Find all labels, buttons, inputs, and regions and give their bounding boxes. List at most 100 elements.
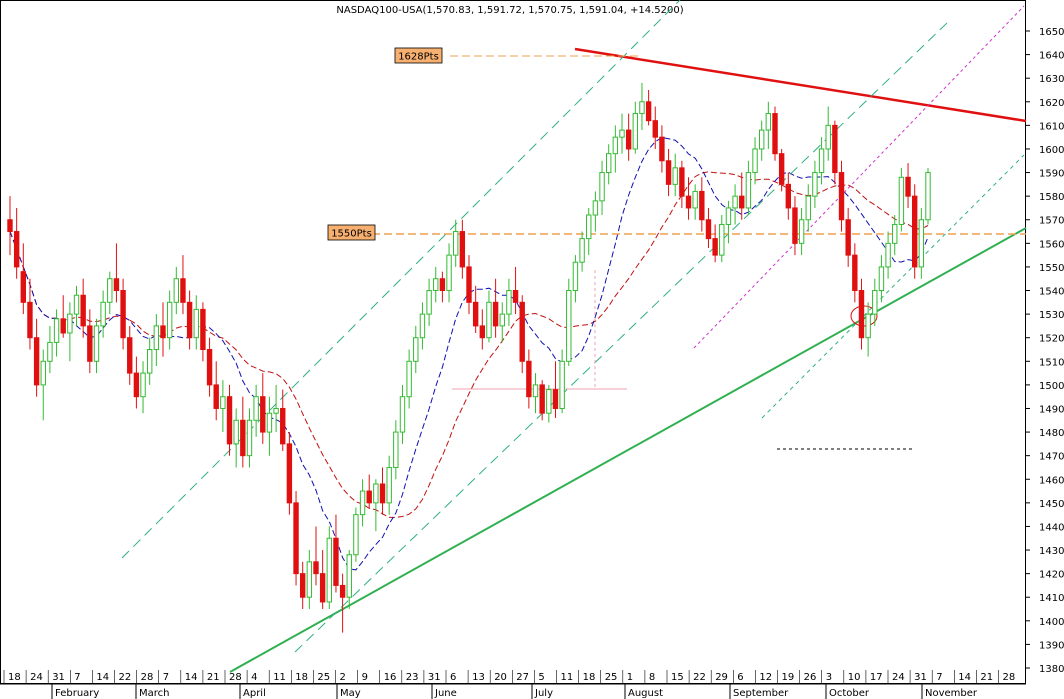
- candle-body: [685, 195, 692, 209]
- candle-body: [645, 101, 652, 122]
- x-day-label: 19: [782, 672, 795, 683]
- candle-body: [778, 153, 785, 185]
- candle-body: [665, 160, 672, 185]
- candle-body: [286, 443, 293, 504]
- candle-body: [80, 294, 86, 327]
- y-tick-label: 1520: [1039, 334, 1064, 345]
- price-label-box: [327, 224, 376, 241]
- x-day-label: 28: [1003, 672, 1016, 683]
- resistance-trendline: [574, 47, 1027, 123]
- candle-body: [459, 231, 466, 268]
- y-tick-label: 1540: [1039, 287, 1064, 298]
- x-day-label: 14: [96, 672, 109, 683]
- x-day-label: 14: [185, 672, 198, 683]
- magenta-channel-line: [693, 5, 1025, 349]
- x-day-label: 28: [141, 672, 154, 683]
- candle-body: [47, 341, 53, 362]
- x-day-label: 10: [848, 672, 861, 683]
- x-day-label: 16: [384, 672, 397, 683]
- candle-body: [885, 242, 891, 268]
- price-label-text: 1628Pts: [398, 52, 439, 63]
- x-month-label: March: [139, 688, 169, 699]
- candle-body: [898, 176, 905, 225]
- x-day-label: 31: [52, 672, 65, 683]
- x-day-label: 18: [583, 672, 596, 683]
- y-tick-label: 1600: [1039, 145, 1064, 156]
- candle-body: [872, 290, 878, 315]
- x-day-label: 7: [163, 672, 169, 683]
- x-day-label: 1: [627, 672, 633, 683]
- candle-body: [772, 113, 778, 155]
- candle-body: [878, 266, 885, 292]
- candle-body: [672, 167, 678, 185]
- x-day-label: 8: [649, 672, 655, 683]
- x-day-label: 14: [958, 672, 971, 683]
- candle-body: [127, 337, 133, 374]
- candle-body: [406, 360, 412, 398]
- candle-body: [313, 561, 319, 575]
- candle-body: [173, 278, 180, 303]
- candle-body: [845, 219, 851, 256]
- candle-body: [825, 124, 831, 150]
- candle-body: [566, 290, 572, 362]
- y-tick-label: 1620: [1039, 98, 1064, 109]
- x-month-label: April: [243, 688, 266, 699]
- candle-body: [725, 207, 732, 225]
- candle-body: [246, 419, 253, 457]
- price-label-text: 1550Pts: [331, 229, 372, 240]
- candle-body: [33, 337, 40, 386]
- candle-body: [213, 384, 219, 409]
- candle-body: [745, 172, 752, 209]
- candle-body: [133, 372, 140, 398]
- y-tick-label: 1490: [1039, 404, 1064, 415]
- x-day-label: 25: [317, 672, 330, 683]
- candle-body: [692, 190, 698, 209]
- candle-body: [180, 278, 186, 303]
- x-day-label: 11: [273, 672, 286, 683]
- x-day-label: 18: [295, 672, 308, 683]
- candle-body: [818, 148, 825, 174]
- x-day-label: 7: [74, 672, 80, 683]
- x-month-label: October: [829, 688, 870, 699]
- candle-body: [293, 502, 299, 575]
- x-day-label: 7: [936, 672, 942, 683]
- y-tick-label: 1530: [1039, 310, 1064, 321]
- candle-body: [20, 271, 27, 303]
- candle-body: [732, 195, 738, 209]
- candle-body: [479, 325, 486, 339]
- y-tick-label: 1560: [1039, 239, 1064, 250]
- candle-body: [266, 412, 273, 433]
- candle-body: [53, 318, 60, 343]
- candle-body: [373, 483, 379, 504]
- candle-body: [652, 120, 658, 138]
- x-day-label: 6: [737, 672, 743, 683]
- candle-body: [659, 136, 665, 162]
- candle-body: [512, 290, 519, 303]
- candle-body: [765, 113, 772, 131]
- candle-body: [160, 325, 166, 339]
- candle-body: [200, 308, 206, 350]
- x-day-label: 24: [892, 672, 905, 683]
- y-tick-label: 1400: [1039, 617, 1064, 628]
- candle-body: [905, 176, 911, 197]
- candle-body: [306, 561, 313, 598]
- candle-body: [865, 313, 871, 339]
- candle-body: [386, 466, 392, 504]
- candle-body: [519, 301, 525, 362]
- x-day-label: 31: [914, 672, 927, 683]
- candle-body: [699, 190, 705, 221]
- candle-body: [532, 384, 539, 398]
- candle-body: [639, 101, 645, 115]
- candle-body: [67, 313, 73, 334]
- candle-body: [472, 301, 479, 327]
- x-month-label: June: [434, 688, 457, 699]
- y-tick-label: 1440: [1039, 522, 1064, 533]
- candle-body: [466, 266, 472, 303]
- x-day-label: 28: [229, 672, 242, 683]
- candle-body: [233, 419, 239, 445]
- candle-body: [679, 167, 685, 197]
- candle-body: [240, 419, 246, 457]
- candle-body: [260, 396, 266, 433]
- candle-body: [93, 325, 100, 362]
